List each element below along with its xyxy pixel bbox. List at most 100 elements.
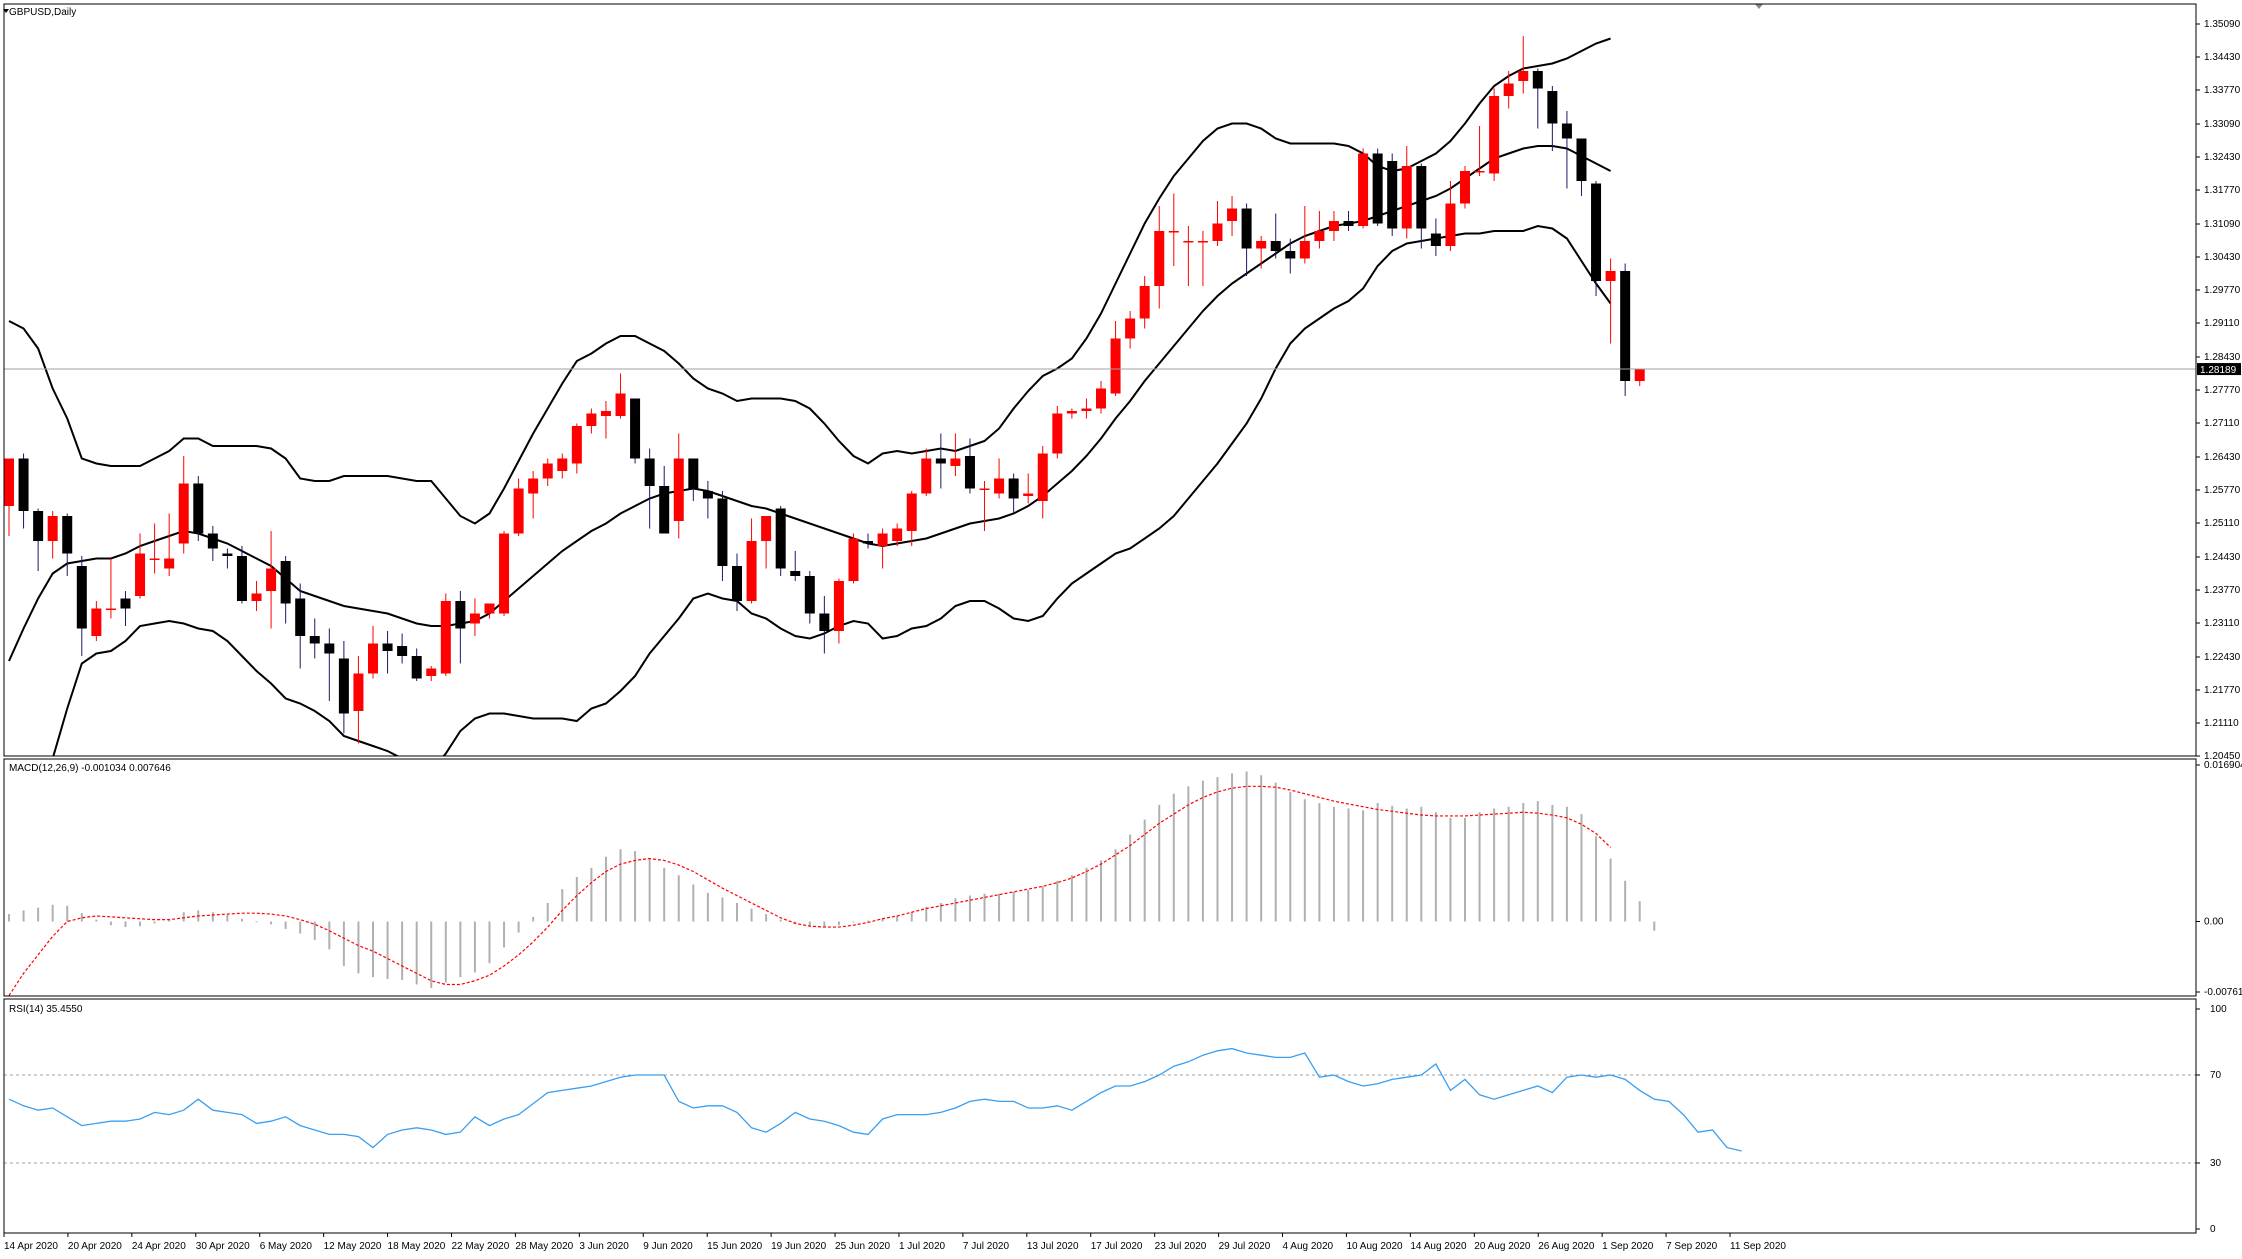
candle-body[interactable] <box>600 411 611 416</box>
candle-body[interactable] <box>1343 221 1354 226</box>
candle-body[interactable] <box>76 566 87 629</box>
candle-body[interactable] <box>455 601 466 629</box>
candle-body[interactable] <box>382 643 393 652</box>
candle-body[interactable] <box>732 566 742 601</box>
candle-body[interactable] <box>33 511 44 541</box>
candle-body[interactable] <box>950 458 961 467</box>
candle-body[interactable] <box>120 598 131 609</box>
candle-body[interactable] <box>1241 208 1252 249</box>
candle-body[interactable] <box>1547 91 1558 124</box>
candle-body[interactable] <box>1358 153 1369 227</box>
candle-body[interactable] <box>440 601 451 674</box>
candle-body[interactable] <box>1081 408 1092 412</box>
macd-pane[interactable]: 0.016904 0.00 -0.007613 <box>8 760 2242 998</box>
shift-marker-icon[interactable] <box>1755 4 1763 9</box>
candle-body[interactable] <box>62 516 73 554</box>
candle-body[interactable] <box>1139 286 1150 319</box>
candle-body[interactable] <box>426 668 437 677</box>
candle-body[interactable] <box>280 561 291 604</box>
candle-body[interactable] <box>790 571 801 576</box>
candle-body[interactable] <box>1023 493 1034 497</box>
candle-body[interactable] <box>47 516 58 541</box>
candle-body[interactable] <box>1096 388 1106 409</box>
candle-body[interactable] <box>1299 241 1310 259</box>
candle-body[interactable] <box>1591 183 1602 282</box>
candle-body[interactable] <box>91 608 102 637</box>
rsi-pane[interactable]: 100 70 30 0 <box>4 1004 2227 1235</box>
candle-body[interactable] <box>178 483 189 544</box>
candle-body[interactable] <box>1532 71 1543 89</box>
candle-body[interactable] <box>1372 153 1383 224</box>
candle-body[interactable] <box>1503 83 1514 97</box>
candle-body[interactable] <box>528 478 539 494</box>
candle-body[interactable] <box>1620 271 1631 381</box>
candle-body[interactable] <box>761 516 772 541</box>
candle-body[interactable] <box>499 533 510 614</box>
candle-body[interactable] <box>848 538 859 582</box>
candle-body[interactable] <box>702 491 713 499</box>
candle-body[interactable] <box>135 553 146 597</box>
candle-body[interactable] <box>1212 223 1223 242</box>
candle-body[interactable] <box>746 541 757 601</box>
candle-body[interactable] <box>1037 453 1048 502</box>
candle-body[interactable] <box>1008 478 1019 499</box>
candle-body[interactable] <box>1197 241 1208 243</box>
candle-body[interactable] <box>397 646 408 656</box>
candle-body[interactable] <box>469 613 480 624</box>
candle-body[interactable] <box>1285 251 1296 259</box>
candle-body[interactable] <box>877 533 888 547</box>
candle-body[interactable] <box>833 581 844 631</box>
candle-body[interactable] <box>1634 369 1645 382</box>
candle-body[interactable] <box>222 553 233 557</box>
candle-body[interactable] <box>105 608 116 611</box>
candle-body[interactable] <box>586 413 597 427</box>
candle-body[interactable] <box>338 658 349 714</box>
candle-body[interactable] <box>1227 208 1238 222</box>
candle-body[interactable] <box>4 458 14 507</box>
candle-body[interactable] <box>368 643 378 674</box>
candle-body[interactable] <box>571 426 582 464</box>
candle-body[interactable] <box>1256 241 1267 249</box>
candle-body[interactable] <box>688 458 699 489</box>
candle-body[interactable] <box>295 598 306 637</box>
candle-body[interactable] <box>615 393 626 417</box>
candle-body[interactable] <box>863 541 874 544</box>
candle-body[interactable] <box>1270 241 1281 251</box>
candle-body[interactable] <box>324 643 335 654</box>
candle-body[interactable] <box>1052 413 1063 454</box>
candle-body[interactable] <box>964 456 975 489</box>
candle-body[interactable] <box>193 483 204 534</box>
candle-body[interactable] <box>935 458 946 464</box>
candle-body[interactable] <box>557 458 568 472</box>
candle-body[interactable] <box>1605 271 1616 281</box>
candle-body[interactable] <box>1474 171 1485 173</box>
candle-body[interactable] <box>804 576 815 614</box>
candle-body[interactable] <box>1110 338 1121 394</box>
candle-body[interactable] <box>1154 231 1165 286</box>
candle-body[interactable] <box>1445 203 1456 247</box>
candle-body[interactable] <box>484 603 495 614</box>
candle-body[interactable] <box>906 493 917 532</box>
candle-body[interactable] <box>1066 411 1077 414</box>
price-pane[interactable]: 1.35090 1.34430 1.33770 1.33090 1.32430 1.317… <box>4 19 2241 1001</box>
candle-body[interactable] <box>1460 171 1470 204</box>
candle-body[interactable] <box>542 463 553 479</box>
candle-body[interactable] <box>994 478 1005 494</box>
candle-body[interactable] <box>1314 231 1325 241</box>
candle-body[interactable] <box>630 398 641 459</box>
candle-body[interactable] <box>892 528 903 542</box>
candle-body[interactable] <box>1489 96 1500 174</box>
candle-body[interactable] <box>411 656 422 679</box>
candle-body[interactable] <box>266 568 277 592</box>
candle-body[interactable] <box>1168 231 1179 233</box>
candle-body[interactable] <box>309 636 320 644</box>
candle-body[interactable] <box>513 488 524 534</box>
candle-body[interactable] <box>1416 166 1427 229</box>
candle-body[interactable] <box>1430 233 1441 247</box>
candle-body[interactable] <box>659 486 670 534</box>
candle-body[interactable] <box>149 558 160 561</box>
candle-body[interactable] <box>1328 221 1339 231</box>
candle-body[interactable] <box>717 498 728 567</box>
candle-body[interactable] <box>1401 166 1412 229</box>
candle-body[interactable] <box>644 458 655 487</box>
